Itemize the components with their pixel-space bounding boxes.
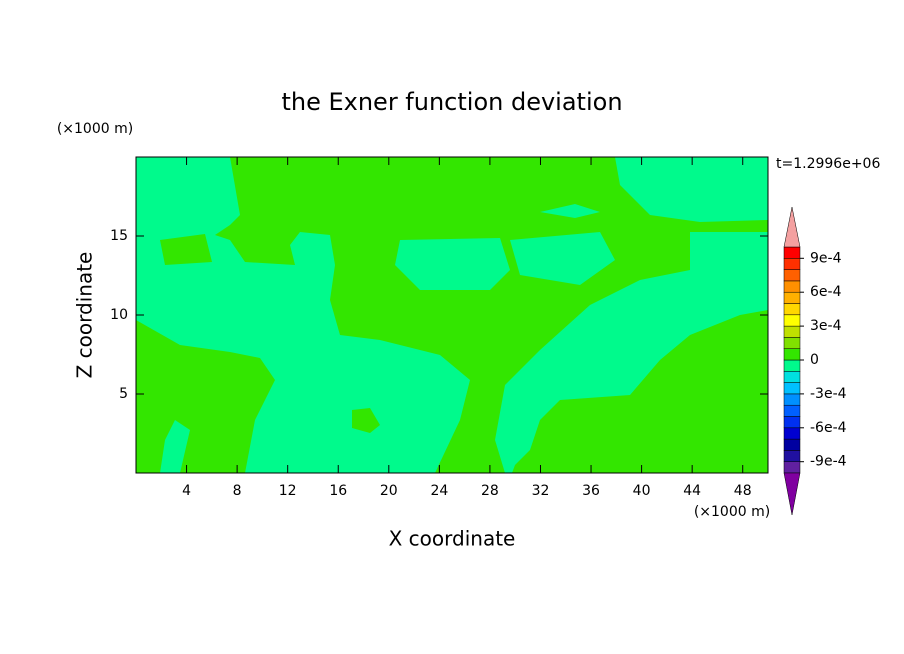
colorbar-swatch — [783, 404, 801, 417]
y-unit: (×1000 m) — [57, 121, 133, 137]
colorbar-swatch — [783, 393, 801, 406]
colorbar-tick-label: 3e-4 — [810, 318, 842, 334]
x-tick-label: 28 — [481, 483, 499, 499]
colorbar-tick-label: -9e-4 — [810, 454, 847, 470]
colorbar-swatch — [783, 359, 801, 372]
chart-title: the Exner function deviation — [281, 88, 622, 116]
x-tick-label: 48 — [734, 483, 752, 499]
colorbar-swatch — [783, 269, 801, 282]
colorbar-swatch — [783, 416, 801, 429]
colorbar-swatch — [783, 348, 801, 361]
colorbar-swatch — [783, 246, 801, 259]
x-tick-label: 12 — [279, 483, 297, 499]
colorbar-swatch — [783, 291, 801, 304]
colorbar-swatch — [783, 438, 801, 451]
y-axis-title: Z coordinate — [73, 252, 97, 379]
colorbar-swatch — [783, 303, 801, 316]
x-tick-label: 8 — [233, 483, 242, 499]
region — [395, 238, 510, 290]
x-unit: (×1000 m) — [694, 504, 770, 520]
x-tick-label: 44 — [683, 483, 701, 499]
colorbar-swatch — [783, 461, 801, 474]
colorbar-under — [783, 472, 801, 516]
region — [352, 408, 380, 433]
x-tick-label: 32 — [532, 483, 550, 499]
x-axis-title: X coordinate — [389, 527, 516, 551]
region — [160, 234, 212, 265]
colorbar-tick-label: 6e-4 — [810, 284, 842, 300]
contour-field — [136, 157, 768, 473]
x-tick-label: 4 — [182, 483, 191, 499]
y-tick-label: 10 — [110, 307, 128, 323]
y-tick-label: 15 — [110, 228, 128, 244]
x-tick-label: 16 — [329, 483, 347, 499]
x-tick-label: 36 — [582, 483, 600, 499]
region — [510, 232, 615, 285]
colorbar-swatch — [783, 371, 801, 383]
colorbar-swatch — [783, 427, 801, 440]
colorbar-swatch — [783, 450, 801, 462]
colorbar-tick-label: 0 — [810, 352, 819, 368]
colorbar-tick-label: 9e-4 — [810, 250, 842, 266]
colorbar-swatch — [783, 382, 801, 395]
y-tick-label: 5 — [119, 386, 128, 402]
region — [136, 320, 275, 473]
region — [540, 204, 600, 218]
annotation: t=1.2996e+06 — [776, 156, 880, 172]
colorbar-over — [783, 206, 801, 248]
colorbar-swatch — [783, 325, 801, 338]
colorbar-swatch — [783, 314, 801, 327]
colorbar-tick-label: -3e-4 — [810, 386, 847, 402]
colorbar-tick-label: -6e-4 — [810, 420, 847, 436]
region — [512, 310, 768, 473]
colorbar-swatch — [783, 258, 801, 270]
colorbar-swatch — [783, 337, 801, 349]
x-tick-label: 20 — [380, 483, 398, 499]
x-tick-label: 40 — [633, 483, 651, 499]
region — [215, 157, 768, 473]
x-tick-label: 24 — [430, 483, 448, 499]
colorbar-swatch — [783, 280, 801, 293]
